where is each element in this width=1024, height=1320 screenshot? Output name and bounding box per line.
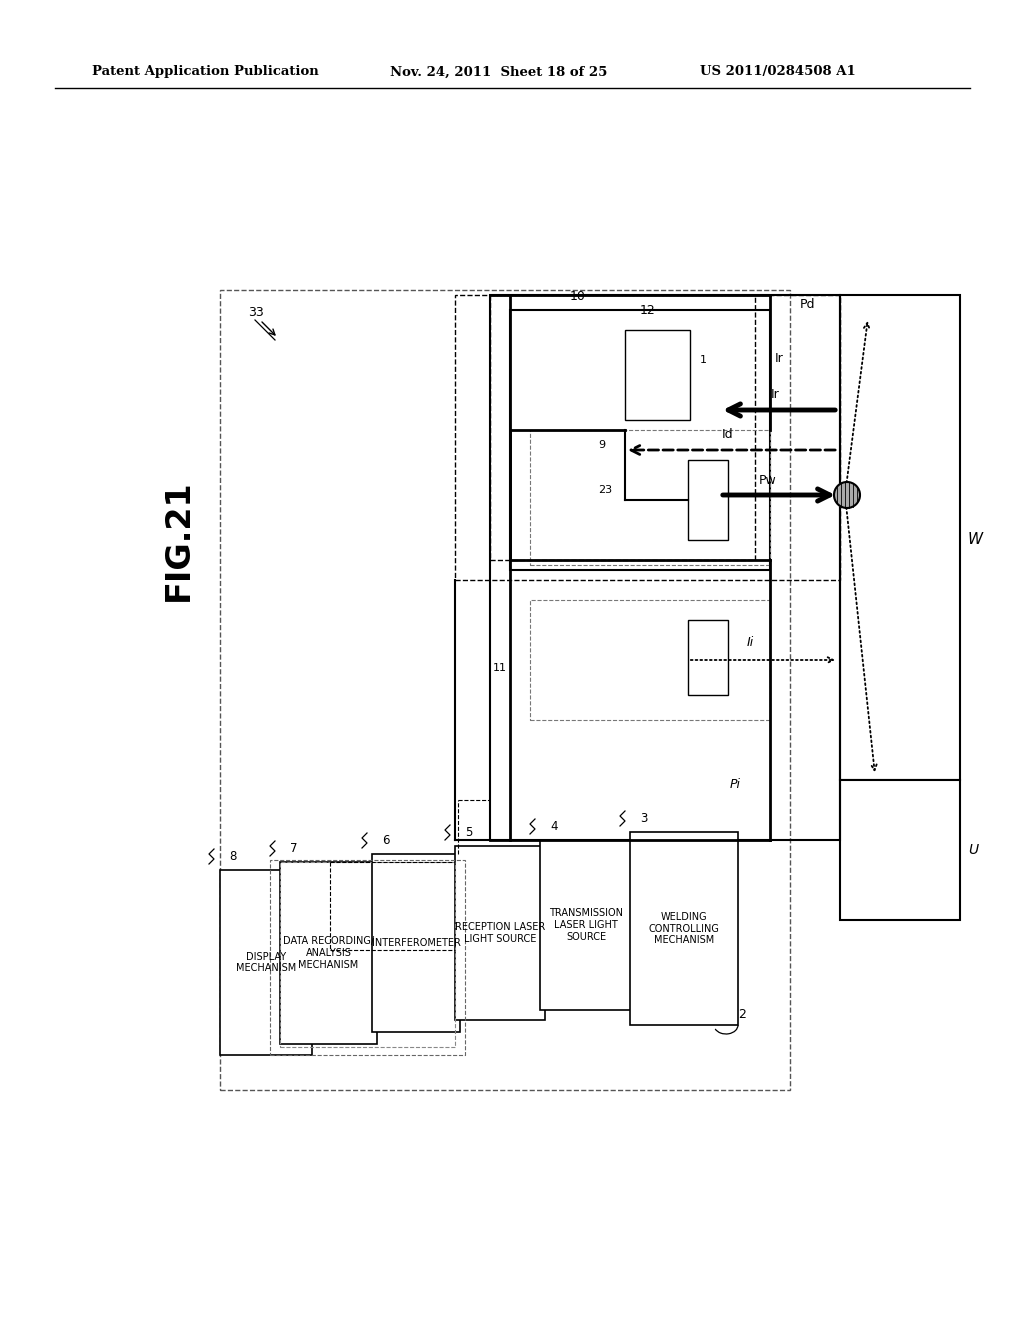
Bar (220, 870, 312, 1055)
Text: INTERFEROMETER: INTERFEROMETER (372, 939, 461, 948)
Text: W: W (968, 532, 983, 548)
Text: 33: 33 (248, 305, 264, 318)
Bar (455, 294, 840, 579)
Text: US 2011/0284508 A1: US 2011/0284508 A1 (700, 66, 856, 78)
Text: 7: 7 (290, 842, 298, 854)
Text: TRANSMISSION
LASER LIGHT
SOURCE: TRANSMISSION LASER LIGHT SOURCE (549, 908, 623, 941)
Bar (688, 459, 728, 540)
Text: Pi: Pi (730, 779, 741, 792)
Text: Patent Application Publication: Patent Application Publication (92, 66, 318, 78)
Bar (372, 854, 460, 1032)
Text: WELDING
CONTROLLING
MECHANISM: WELDING CONTROLLING MECHANISM (648, 912, 720, 945)
Bar (530, 601, 770, 719)
Text: FIG.21: FIG.21 (162, 479, 195, 601)
Text: 9: 9 (598, 440, 605, 450)
Text: 3: 3 (640, 812, 647, 825)
Bar (220, 290, 790, 1090)
Bar (280, 862, 455, 1047)
Text: 12: 12 (640, 304, 655, 317)
Text: 4: 4 (550, 820, 557, 833)
Text: Pw: Pw (759, 474, 777, 487)
Bar (510, 310, 770, 570)
Text: Ir: Ir (775, 351, 783, 364)
Text: 1: 1 (700, 355, 707, 366)
Bar (455, 846, 545, 1020)
Bar (490, 294, 840, 840)
Text: Ir: Ir (771, 388, 779, 401)
Bar (540, 840, 632, 1010)
Bar (840, 294, 961, 780)
Text: DATA RECORDING/
ANALYSIS
MECHANISM: DATA RECORDING/ ANALYSIS MECHANISM (283, 936, 374, 970)
Bar (688, 620, 728, 696)
Text: Id: Id (722, 429, 734, 441)
Text: 2: 2 (738, 1008, 745, 1022)
Text: Nov. 24, 2011  Sheet 18 of 25: Nov. 24, 2011 Sheet 18 of 25 (390, 66, 607, 78)
Text: 23: 23 (598, 484, 612, 495)
Bar (630, 832, 738, 1026)
Bar (280, 862, 377, 1044)
Text: U: U (968, 843, 978, 857)
Text: 6: 6 (382, 833, 389, 846)
Text: DISPLAY
MECHANISM: DISPLAY MECHANISM (236, 952, 296, 973)
Text: Ii: Ii (746, 636, 754, 649)
Text: Pd: Pd (800, 298, 815, 312)
Text: 8: 8 (229, 850, 237, 862)
Bar (840, 780, 961, 920)
Bar (625, 330, 690, 420)
Text: 11: 11 (493, 663, 507, 673)
Text: 5: 5 (465, 825, 472, 838)
Text: RECEPTION LASER
LIGHT SOURCE: RECEPTION LASER LIGHT SOURCE (455, 923, 545, 944)
Text: 10: 10 (570, 290, 586, 304)
Bar (530, 430, 770, 565)
Bar (490, 294, 755, 560)
Bar (270, 861, 465, 1055)
Circle shape (834, 482, 860, 508)
